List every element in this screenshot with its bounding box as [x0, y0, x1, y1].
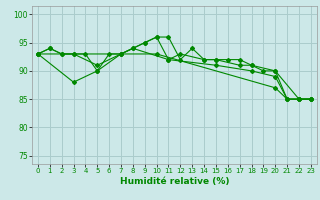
X-axis label: Humidité relative (%): Humidité relative (%) — [120, 177, 229, 186]
